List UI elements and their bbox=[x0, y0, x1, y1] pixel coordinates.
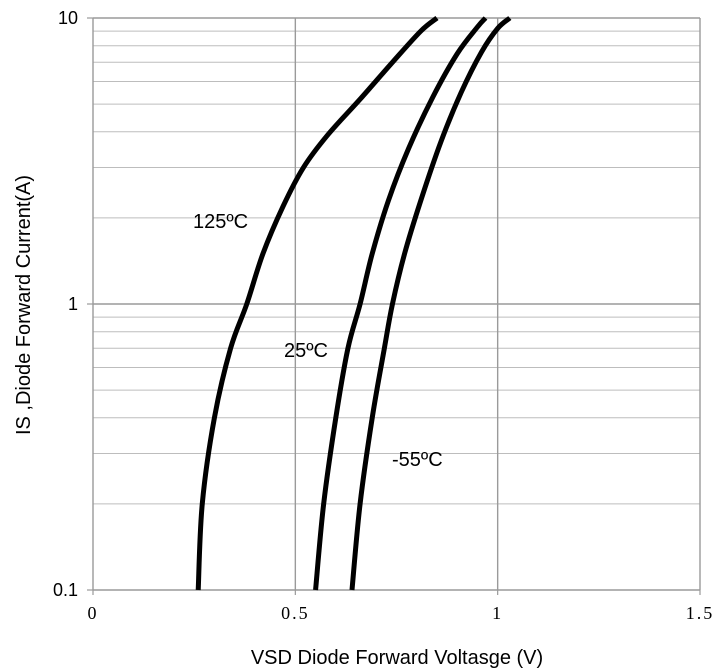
y-axis-title: IS ,Diode Forward Current(A) bbox=[13, 175, 35, 435]
y-tick-label: 10 bbox=[58, 8, 78, 28]
x-tick-label: 1.5 bbox=[686, 603, 715, 623]
series-line-1 bbox=[195, 16, 439, 591]
x-axis-title: VSD Diode Forward Voltasge (V) bbox=[251, 647, 543, 669]
series-label-3: -55ºC bbox=[392, 449, 443, 471]
series-line-3 bbox=[349, 16, 512, 591]
curves bbox=[195, 16, 512, 591]
y-tick-label: 0.1 bbox=[53, 580, 78, 600]
y-tick-label: 1 bbox=[68, 294, 78, 314]
tick-labels: 0 0.5 1 1.5 0.1 1 10 bbox=[53, 8, 715, 623]
grid bbox=[87, 17, 701, 595]
series-label-2: 25ºC bbox=[284, 340, 328, 362]
series-label-1: 125ºC bbox=[193, 211, 248, 233]
x-tick-label: 1 bbox=[492, 603, 503, 623]
curve-labels: 125ºC 25ºC -55ºC bbox=[193, 211, 443, 471]
x-tick-label: 0 bbox=[88, 603, 99, 623]
x-tick-label: 0.5 bbox=[281, 603, 310, 623]
series-line-2 bbox=[313, 16, 488, 591]
